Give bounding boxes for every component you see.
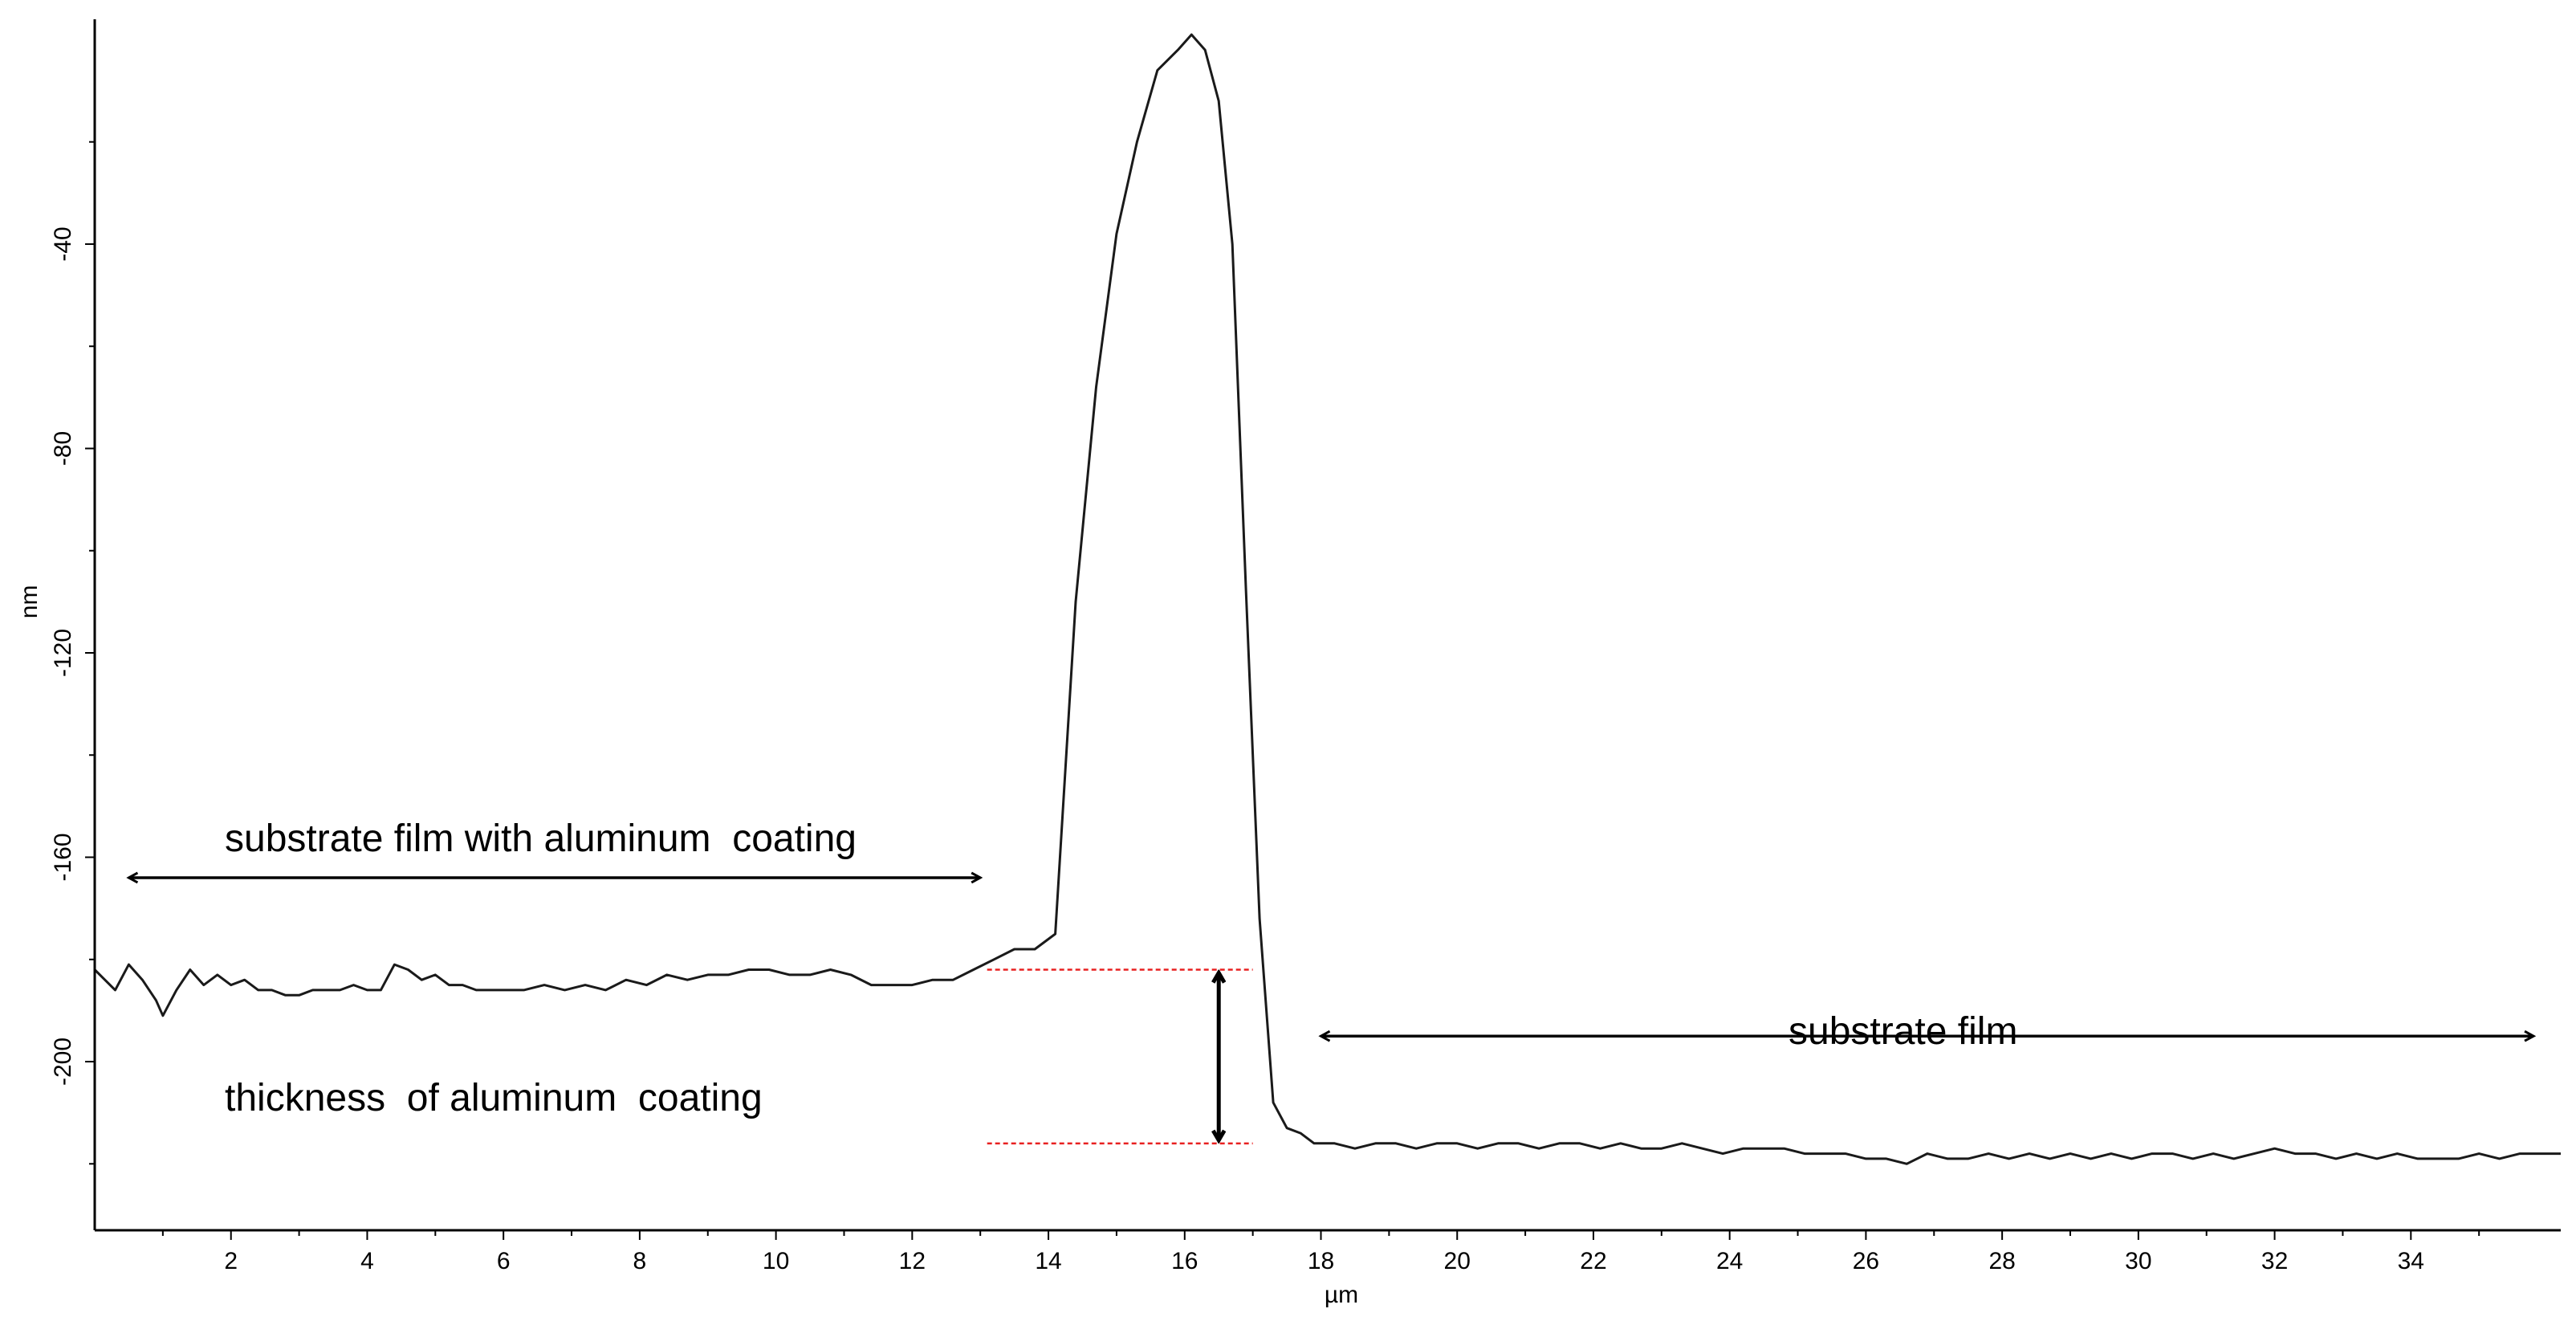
x-tick-label: 8 xyxy=(633,1248,647,1274)
y-tick-label: -160 xyxy=(50,833,76,881)
axes-layer: 2 4 6 8 10 12 14 16 18 20 22 24 26 28 30 32 34-40-80-120… xyxy=(16,19,2561,1308)
y-tick-label: -120 xyxy=(50,629,76,677)
plot-layer xyxy=(93,33,2561,1165)
annotation-label-substrate: substrate film xyxy=(1789,1010,2017,1053)
y-tick-label: -40 xyxy=(50,226,76,261)
x-tick-label: 16 xyxy=(1171,1248,1198,1274)
y-axis-title: nm xyxy=(16,585,43,619)
x-tick-label: 6 xyxy=(497,1248,511,1274)
y-tick-label: -200 xyxy=(50,1038,76,1086)
x-tick-label: 18 xyxy=(1308,1248,1334,1274)
x-tick-label: 10 xyxy=(763,1248,789,1274)
series-line-0 xyxy=(93,33,2561,1165)
x-tick-label: 20 xyxy=(1444,1248,1471,1274)
x-tick-label: 14 xyxy=(1035,1248,1061,1274)
x-tick-label: 28 xyxy=(1988,1248,2015,1274)
x-tick-label: 22 xyxy=(1580,1248,1606,1274)
annotation-label-thickness: thickness of aluminum coating xyxy=(225,1077,763,1119)
x-tick-label: 24 xyxy=(1716,1248,1743,1274)
y-tick-label: -80 xyxy=(50,431,76,466)
x-tick-label: 12 xyxy=(899,1248,926,1274)
x-tick-label: 34 xyxy=(2398,1248,2424,1274)
x-tick-label: 32 xyxy=(2261,1248,2288,1274)
annotation-layer: substrate film with aluminum coating thic… xyxy=(128,817,2533,1145)
x-tick-label: 2 xyxy=(224,1248,238,1274)
x-tick-label: 30 xyxy=(2125,1248,2151,1274)
x-tick-label: 4 xyxy=(360,1248,374,1274)
x-axis-title: µm xyxy=(1325,1282,1358,1308)
annotation-label-coated: substrate film with aluminum coating xyxy=(225,817,857,860)
x-tick-label: 26 xyxy=(1853,1248,1879,1274)
